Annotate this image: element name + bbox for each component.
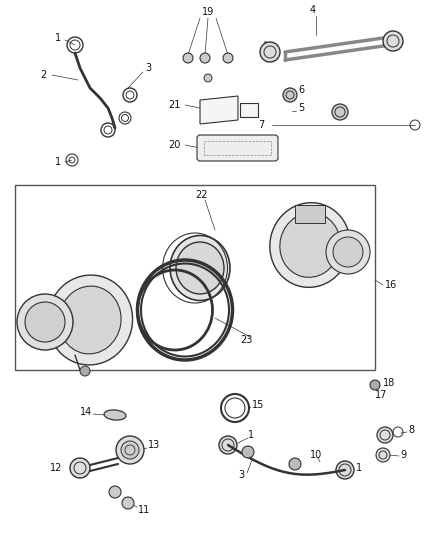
Polygon shape	[200, 96, 238, 124]
Ellipse shape	[270, 203, 350, 287]
Text: 1: 1	[55, 157, 61, 167]
Text: 23: 23	[240, 335, 252, 345]
Circle shape	[289, 458, 301, 470]
Bar	[15, 185, 375, 370]
Text: 18: 18	[383, 378, 395, 388]
Circle shape	[25, 302, 65, 342]
Text: 1: 1	[55, 33, 61, 43]
Text: 14: 14	[80, 407, 92, 417]
Ellipse shape	[104, 410, 126, 420]
Text: 5: 5	[298, 103, 304, 113]
Text: 21: 21	[168, 100, 180, 110]
Bar	[295, 205, 325, 223]
Text: 2: 2	[40, 70, 46, 80]
Text: 8: 8	[408, 425, 414, 435]
Bar	[204, 141, 271, 155]
Circle shape	[376, 448, 390, 462]
Circle shape	[260, 42, 280, 62]
Circle shape	[80, 366, 90, 376]
Circle shape	[283, 88, 297, 102]
Circle shape	[17, 294, 73, 350]
Text: 17: 17	[375, 390, 387, 400]
Circle shape	[326, 230, 370, 274]
Circle shape	[223, 53, 233, 63]
Text: 19: 19	[202, 7, 214, 17]
Text: 3: 3	[238, 470, 244, 480]
Text: 1: 1	[248, 430, 254, 440]
FancyBboxPatch shape	[197, 135, 278, 161]
Text: 1: 1	[356, 463, 362, 473]
Circle shape	[370, 380, 380, 390]
Circle shape	[70, 458, 90, 478]
Text: 4: 4	[310, 5, 316, 15]
Circle shape	[332, 104, 348, 120]
Ellipse shape	[59, 286, 121, 354]
Circle shape	[200, 53, 210, 63]
Text: 13: 13	[148, 440, 160, 450]
Circle shape	[183, 53, 193, 63]
Polygon shape	[240, 103, 258, 117]
Text: 7: 7	[258, 120, 264, 130]
Circle shape	[204, 74, 212, 82]
Circle shape	[116, 436, 144, 464]
Ellipse shape	[47, 275, 133, 365]
Circle shape	[242, 446, 254, 458]
Text: 16: 16	[385, 280, 397, 290]
Text: 20: 20	[168, 140, 180, 150]
Text: 9: 9	[400, 450, 406, 460]
Circle shape	[219, 436, 237, 454]
Circle shape	[383, 31, 403, 51]
Text: 12: 12	[50, 463, 62, 473]
Circle shape	[109, 486, 121, 498]
Ellipse shape	[280, 213, 340, 277]
Circle shape	[377, 427, 393, 443]
Ellipse shape	[170, 236, 230, 301]
Ellipse shape	[176, 242, 224, 294]
Text: 22: 22	[195, 190, 208, 200]
Text: 6: 6	[298, 85, 304, 95]
Text: 10: 10	[310, 450, 322, 460]
Circle shape	[122, 497, 134, 509]
Circle shape	[336, 461, 354, 479]
Text: 11: 11	[138, 505, 150, 515]
Text: 3: 3	[145, 63, 151, 73]
Circle shape	[333, 237, 363, 267]
Circle shape	[121, 441, 139, 459]
Text: 15: 15	[252, 400, 265, 410]
